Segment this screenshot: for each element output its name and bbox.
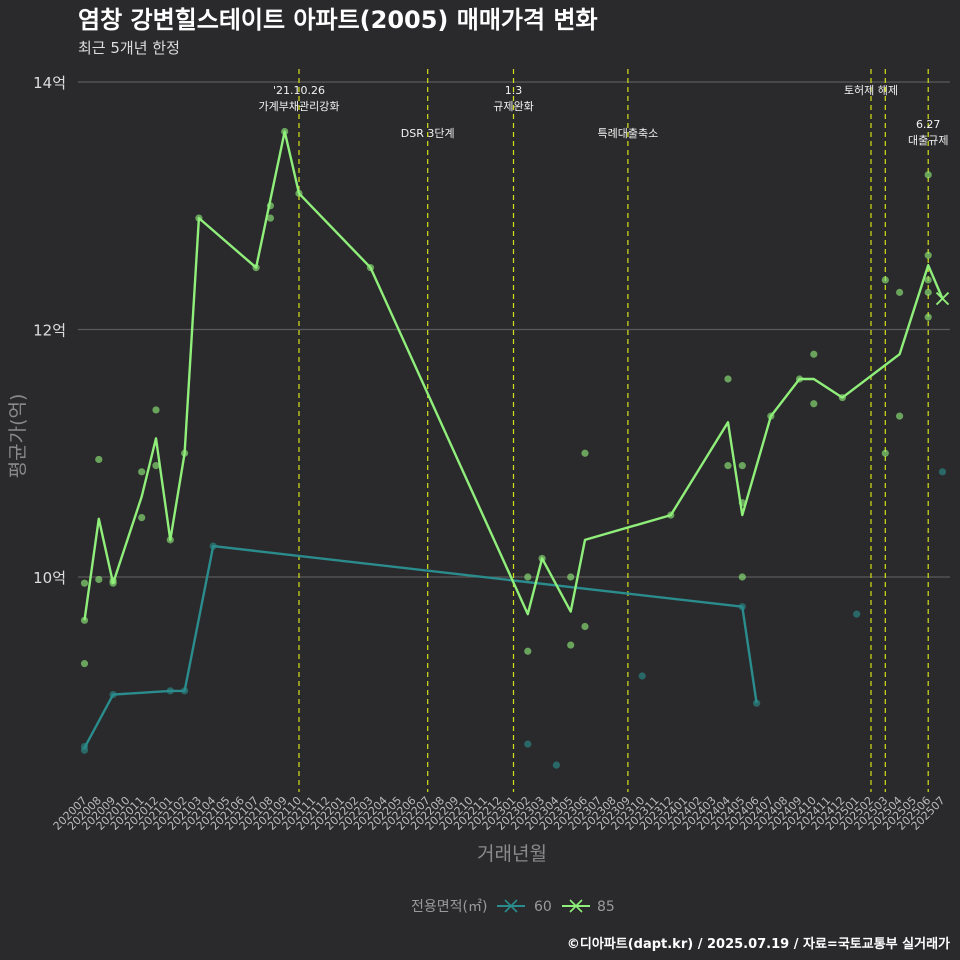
data-point-85 (80, 660, 89, 668)
event-label: 특례대출축소 (598, 127, 659, 140)
data-point-85 (581, 622, 589, 631)
legend: 전용면적(㎡) 60 85 (411, 899, 615, 915)
series-layer (80, 127, 950, 769)
data-point-85 (924, 251, 932, 259)
event-label: '21.10.26 (273, 84, 325, 97)
data-point-85 (524, 647, 532, 655)
data-point-60 (524, 740, 532, 748)
event-label: 6.27 (916, 118, 941, 131)
series-line-85 (83, 130, 944, 621)
data-point-85 (881, 276, 889, 284)
event-label: 대출규제 (908, 134, 948, 147)
data-point-85 (95, 575, 103, 584)
data-point-85 (896, 412, 904, 420)
data-point-85 (738, 462, 746, 470)
event-label: 규제완화 (493, 100, 533, 113)
data-point-85 (266, 214, 274, 222)
series-60 (80, 468, 947, 769)
data-point-85 (152, 462, 160, 470)
data-point-60 (753, 699, 761, 707)
data-point-85 (924, 313, 932, 321)
event-label: 가계부채관리강화 (259, 100, 340, 113)
legend-label-85: 85 (597, 899, 615, 915)
series-line-60 (83, 544, 758, 749)
legend-label-60: 60 (534, 899, 552, 915)
y-tick-labels: 10억 12억 14억 (33, 74, 66, 587)
data-point-85 (881, 449, 889, 457)
data-point-85 (924, 171, 932, 179)
data-point-85 (896, 288, 904, 296)
legend-x-85-icon (569, 899, 583, 913)
data-point-85 (95, 455, 103, 464)
data-point-60 (552, 761, 561, 769)
data-point-85 (738, 573, 746, 581)
data-point-85 (80, 579, 89, 587)
data-point-85 (524, 573, 532, 581)
data-point-85 (810, 400, 818, 408)
data-point-85 (567, 573, 575, 581)
y-tick-label: 14억 (33, 74, 66, 92)
series-85 (80, 127, 950, 668)
x-axis-title: 거래년월 (477, 843, 547, 865)
y-tick-label: 12억 (33, 322, 66, 340)
legend-title: 전용면적(㎡) (411, 899, 487, 915)
data-point-85 (80, 616, 89, 624)
x-tick-labels: 2020072020082020092020102020112020122021… (51, 794, 948, 833)
data-point-85 (138, 468, 146, 476)
data-point-85 (581, 449, 589, 457)
data-point-85 (152, 406, 160, 414)
data-point-85 (724, 462, 732, 470)
last-value-marker-85 (935, 291, 950, 306)
legend-x-60-icon (504, 899, 518, 913)
data-point-85 (924, 288, 932, 296)
data-point-85 (138, 514, 146, 522)
chart-subtitle: 최근 5개년 한정 (78, 39, 180, 57)
event-label: DSR 3단계 (401, 127, 455, 140)
legend-item-85[interactable]: 85 (562, 899, 615, 915)
legend-item-60[interactable]: 60 (497, 899, 552, 915)
event-label: 토허제 해제 (844, 83, 898, 97)
caption: ©디아파트(dapt.kr) / 2025.07.19 / 자료=국토교통부 실… (567, 936, 950, 952)
event-label: 1.3 (505, 84, 523, 97)
data-point-60 (938, 468, 947, 476)
y-tick-label: 10억 (33, 569, 66, 587)
data-point-60 (853, 610, 861, 618)
data-point-85 (810, 350, 818, 358)
data-point-85 (724, 375, 732, 383)
data-point-85 (567, 641, 575, 649)
chart-title: 염창 강변힐스테이트 아파트(2005) 매매가격 변화 (78, 6, 598, 34)
data-point-85 (924, 276, 932, 284)
y-axis-title: 평균가(억) (7, 394, 29, 479)
data-point-60 (638, 672, 646, 680)
